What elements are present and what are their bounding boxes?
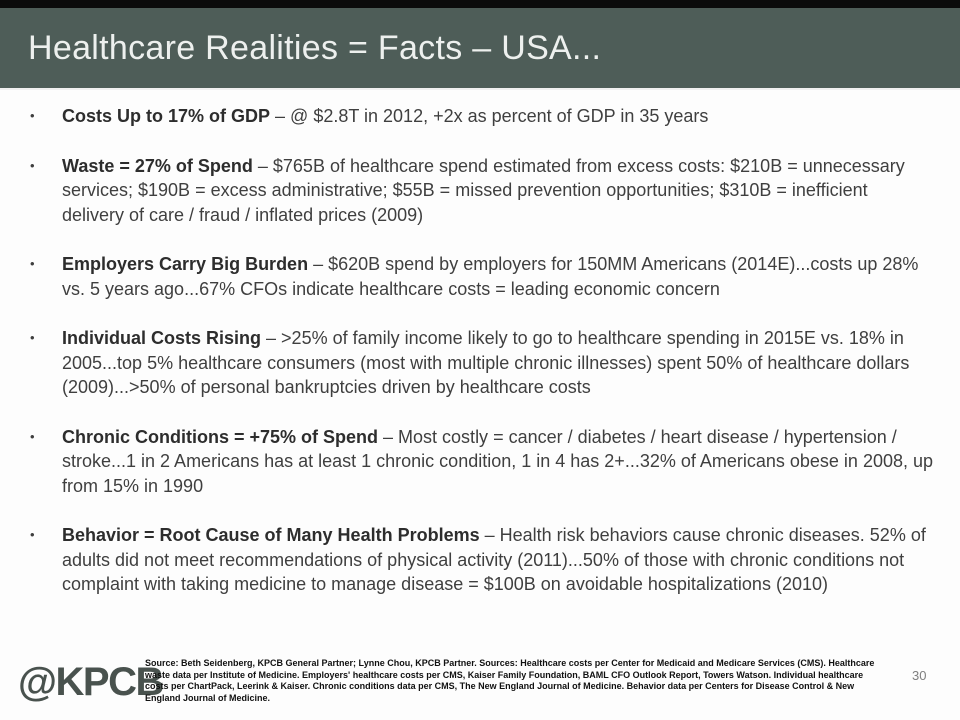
bullet-rest: – Most costly = cancer / diabetes / hear…: [62, 426, 934, 496]
bullet-item-chronic: • Chronic Conditions = +75% of Spend – M…: [30, 425, 935, 499]
bullet-text: Chronic Conditions = +75% of Spend – Mos…: [62, 425, 934, 499]
bullet-lead: Employers Carry Big Burden: [62, 254, 309, 274]
source-text: Source: Beth Seidenberg, KPCB General Pa…: [145, 658, 875, 703]
bullet-text: Employers Carry Big Burden – $620B spend…: [62, 252, 934, 301]
bullet-item-individual: • Individual Costs Rising – >25% of fami…: [30, 326, 935, 400]
bullet-marker: •: [30, 428, 35, 444]
bullet-marker: •: [30, 527, 35, 542]
bullet-item-waste: • Waste = 27% of Spend – $765B of health…: [30, 154, 935, 228]
bullet-marker: •: [30, 256, 35, 271]
bullet-rest: – >25% of family income likely to go to …: [62, 328, 910, 397]
slide-footer: @KPCB Source: Beth Seidenberg, KPCB Gene…: [0, 652, 960, 720]
bullet-text: Costs Up to 17% of GDP – @ $2.8T in 2012…: [62, 104, 934, 129]
bullet-marker: •: [30, 157, 35, 173]
bullet-rest: – $765B of healthcare spend estimated fr…: [62, 155, 905, 225]
bullet-text: Behavior = Root Cause of Many Health Pro…: [62, 523, 934, 597]
bullet-lead: Individual Costs Rising: [62, 328, 262, 348]
bullet-text: Waste = 27% of Spend – $765B of healthca…: [62, 154, 934, 228]
slide-header: Healthcare Realities = Facts – USA...: [0, 8, 960, 90]
bullet-lead: Waste = 27% of Spend: [62, 155, 253, 176]
bullet-lead: Costs Up to 17% of GDP: [62, 106, 271, 126]
bullet-marker: •: [30, 108, 35, 123]
bullet-item-costs: • Costs Up to 17% of GDP – @ $2.8T in 20…: [30, 104, 935, 129]
bullet-marker: •: [30, 330, 35, 345]
bullet-lead: Behavior = Root Cause of Many Health Pro…: [62, 525, 480, 545]
bullet-lead: Chronic Conditions = +75% of Spend: [62, 426, 379, 447]
page-number: 30: [912, 668, 927, 683]
bullet-text: Individual Costs Rising – >25% of family…: [62, 326, 934, 400]
bullet-item-employers: • Employers Carry Big Burden – $620B spe…: [30, 252, 935, 301]
page-title: Healthcare Realities = Facts – USA...: [28, 28, 602, 67]
top-black-strip: [0, 0, 960, 8]
bullet-rest: – @ $2.8T in 2012, +2x as percent of GDP…: [270, 106, 709, 126]
kpcb-logo: @KPCB: [18, 660, 164, 704]
bullet-item-behavior: • Behavior = Root Cause of Many Health P…: [30, 523, 935, 597]
bullet-rest: – Health risk behaviors cause chronic di…: [62, 525, 926, 594]
bullet-rest: – $620B spend by employers for 150MM Ame…: [62, 254, 919, 299]
bullet-list: • Costs Up to 17% of GDP – @ $2.8T in 20…: [30, 104, 935, 622]
